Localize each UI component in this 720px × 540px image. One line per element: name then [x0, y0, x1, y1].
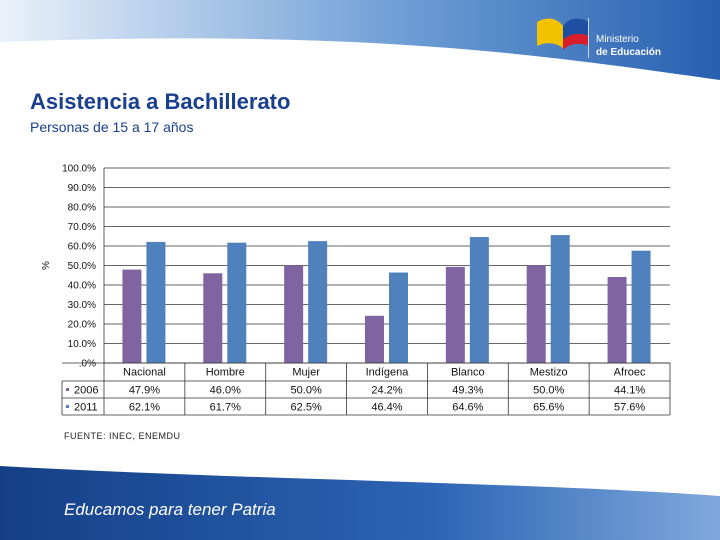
data-label: 62.5%: [291, 402, 322, 414]
legend-key-2011: [66, 405, 69, 408]
category-label: Afroec: [614, 367, 646, 379]
bar-2006: [445, 266, 465, 363]
data-label: 47.9%: [129, 385, 160, 397]
y-tick-label: 10.0%: [68, 339, 96, 350]
bar-2006: [122, 269, 142, 363]
data-label: 65.6%: [533, 402, 564, 414]
bar-2011: [146, 241, 166, 363]
bar-2011: [550, 235, 570, 363]
y-tick-label: 50.0%: [68, 261, 96, 272]
ministry-name-bold: de Educación: [596, 47, 662, 58]
bar-2006: [607, 277, 627, 363]
bar-2006: [526, 265, 546, 363]
y-tick-label: 20.0%: [68, 320, 96, 331]
y-tick-label: 90.0%: [68, 183, 96, 194]
y-tick-label: 60.0%: [68, 242, 96, 253]
bar-2011: [389, 272, 408, 363]
bar-2011: [469, 237, 489, 363]
data-label: 46.4%: [371, 402, 402, 414]
page-title: Asistencia a Bachillerato: [30, 89, 291, 114]
bar-chart: 100.0% 90.0% 80.0% 70.0% 60.0% 50.0% 40.0% 30.0…: [41, 164, 671, 416]
page-subtitle: Personas de 15 a 17 años: [30, 119, 194, 135]
legend-key-2006: [66, 388, 69, 391]
y-tick-label: .0%: [79, 359, 96, 370]
y-axis-label: %: [41, 261, 52, 270]
data-label: 50.0%: [533, 385, 564, 397]
bar-2006: [203, 273, 223, 363]
bar-2011: [308, 241, 328, 363]
footer-band: [0, 466, 720, 540]
y-tick-label: 70.0%: [68, 222, 96, 233]
y-tick-label: 100.0%: [62, 164, 96, 175]
bar-2011: [227, 242, 247, 363]
data-label: 50.0%: [291, 385, 322, 397]
y-tick-label: 30.0%: [68, 300, 96, 311]
data-label: 61.7%: [210, 402, 241, 414]
category-label: Indígena: [366, 367, 410, 379]
bar-2011: [631, 250, 651, 363]
source-note: FUENTE: INEC, ENEMDU: [64, 431, 181, 441]
bar-2006: [284, 265, 304, 363]
category-label: Nacional: [123, 367, 166, 379]
data-label: 62.1%: [129, 402, 160, 414]
legend-label: 2011: [74, 402, 98, 414]
bar-2006: [365, 315, 384, 363]
ministry-logo: [537, 18, 589, 50]
y-tick-label: 80.0%: [68, 203, 96, 214]
category-label: Blanco: [451, 367, 485, 379]
data-label: 24.2%: [371, 385, 402, 397]
footer-slogan: Educamos para tener Patria: [64, 500, 276, 519]
category-label: Mujer: [292, 367, 320, 379]
category-label: Mestizo: [530, 367, 568, 379]
legend-label: 2006: [74, 385, 98, 397]
header-band: [0, 0, 720, 80]
logo-divider: [588, 18, 589, 58]
data-label: 49.3%: [452, 385, 483, 397]
data-label: 46.0%: [210, 385, 241, 397]
category-label: Hombre: [206, 367, 245, 379]
data-label: 57.6%: [614, 402, 645, 414]
data-label: 44.1%: [614, 385, 645, 397]
data-label: 64.6%: [452, 402, 483, 414]
y-tick-label: 40.0%: [68, 281, 96, 292]
ministry-name: Ministerio: [596, 34, 639, 45]
